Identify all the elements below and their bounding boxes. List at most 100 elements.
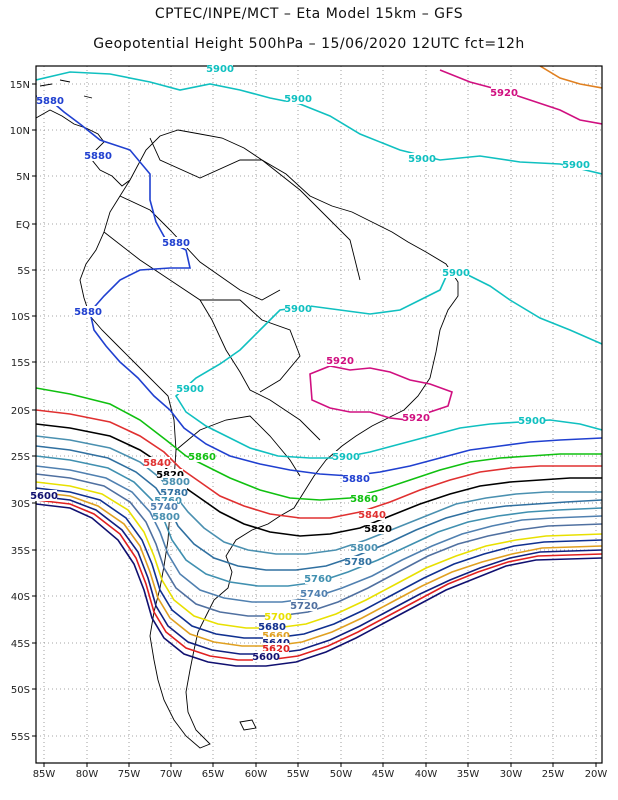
contour-label: 5900: [442, 268, 470, 279]
lon-tick-label: 70W: [160, 769, 183, 780]
contour-5800: [36, 435, 602, 555]
contour-label: 5860: [188, 452, 216, 463]
contour-label-bg: [85, 150, 111, 161]
lat-tick-label: 50S: [11, 685, 30, 696]
contour-label: 5720: [290, 601, 318, 612]
contour-label-bg: [163, 476, 189, 487]
contour-5700: [36, 481, 602, 629]
contour-label: 5600: [30, 491, 58, 502]
contour-label-bg: [259, 621, 285, 632]
contour-5680: [36, 487, 602, 639]
contour-label-bg: [359, 509, 385, 520]
lat-tick-label: 15S: [11, 358, 30, 369]
contour-5660: [36, 491, 602, 647]
contour-label-bg: [333, 451, 359, 462]
contour-label-bg: [263, 630, 289, 641]
lon-tick-label: 20W: [585, 769, 608, 780]
contour-label-bg: [351, 542, 377, 553]
contour-label: 5900: [176, 384, 204, 395]
contour-label-bg: [37, 95, 63, 106]
contour-5820: [36, 423, 602, 537]
contour-label-bg: [31, 490, 57, 501]
axis-ticks: 15N 10N 5N EQ 5S 10S 15S 20S 25S 30S 35S 40S 45S 50S 5…: [10, 80, 608, 780]
contour-label-bg: [365, 523, 391, 534]
contour-label-bg: [144, 457, 170, 468]
lon-tick-label: 65W: [202, 769, 225, 780]
lon-tick-label: 25W: [542, 769, 565, 780]
contour-label: 5620: [262, 644, 290, 655]
contour-5880-north: [36, 95, 602, 477]
contour-label: 5880: [162, 238, 190, 249]
contour-label: 5840: [358, 510, 386, 521]
contour-label: 5740: [300, 589, 328, 600]
contour-label: 5900: [206, 64, 234, 75]
contour-label-bg: [403, 412, 429, 423]
contour-label-bg: [343, 473, 369, 484]
contour-5600: [36, 503, 602, 667]
lon-tick-label: 85W: [33, 769, 56, 780]
contour-label: 5820: [156, 470, 184, 481]
contour-label: 5820: [364, 524, 392, 535]
contour-5780: [36, 445, 602, 571]
lon-tick-label: 60W: [245, 769, 268, 780]
contour-label-bg: [207, 63, 233, 74]
contour-label: 5900: [284, 304, 312, 315]
graticule-grid: [36, 66, 602, 763]
contour-label: 5920: [326, 356, 354, 367]
contour-label: 5760: [304, 574, 332, 585]
lon-tick-label: 80W: [76, 769, 99, 780]
contour-label: 5600: [252, 652, 280, 663]
contour-5840: [36, 409, 602, 519]
contour-label-bg: [291, 600, 317, 611]
plot-frame: [35, 65, 603, 764]
contour-label-bg: [351, 493, 377, 504]
contour-label-bg: [327, 355, 353, 366]
lat-tick-label: 55S: [11, 732, 30, 743]
contour-label-bg: [285, 303, 311, 314]
lon-tick-label: 50W: [330, 769, 353, 780]
contour-label-bg: [189, 451, 215, 462]
contour-label-bg: [265, 611, 291, 622]
contour-label-bg: [177, 383, 203, 394]
contour-label-bg: [263, 643, 289, 654]
contour-label-bg: [151, 501, 177, 512]
lat-tick-label: 25S: [11, 452, 30, 463]
contour-label-bg: [409, 153, 435, 164]
contour-label: 5900: [284, 94, 312, 105]
contour-label-bg: [443, 267, 469, 278]
contour-label: 5880: [36, 96, 64, 107]
lat-tick-label: 40S: [11, 592, 30, 603]
contour-label: 5800: [350, 543, 378, 554]
contour-label-bg: [345, 556, 371, 567]
lat-tick-label: 30S: [11, 499, 30, 510]
contour-label: 5840: [143, 458, 171, 469]
contour-label-bg: [491, 87, 517, 98]
lon-tick-label: 40W: [415, 769, 438, 780]
contour-label: 5800: [162, 477, 190, 488]
lat-tick-label: 15N: [10, 80, 30, 91]
coastline-borders: [36, 79, 459, 749]
contour-5900-south: [174, 266, 602, 459]
contour-5860: [36, 387, 602, 501]
lat-tick-label: EQ: [16, 220, 30, 231]
contour-label: 5880: [84, 151, 112, 162]
lat-tick-label: 10S: [11, 312, 30, 323]
contour-5920-north: [439, 69, 602, 125]
chart-title: CPTEC/INPE/MCT – Eta Model 15km – GFS: [154, 6, 464, 22]
south-america-coast: [79, 129, 459, 749]
lat-tick-label: 45S: [11, 639, 30, 650]
contour-label-bg: [75, 306, 101, 317]
lat-tick-label: 20S: [11, 406, 30, 417]
contour-label-bg: [305, 573, 331, 584]
contour-5740: [36, 465, 602, 603]
contour-label: 5880: [342, 474, 370, 485]
lon-tick-label: 35W: [457, 769, 480, 780]
caribbean-islands: [39, 79, 93, 99]
contour-label: 5900: [518, 416, 546, 427]
lon-tick-label: 45W: [372, 769, 395, 780]
contour-label: 5800: [152, 512, 180, 523]
contour-5920-brazil: [309, 365, 453, 421]
contour-label: 5920: [490, 88, 518, 99]
lat-tick-label: 10N: [10, 126, 30, 137]
